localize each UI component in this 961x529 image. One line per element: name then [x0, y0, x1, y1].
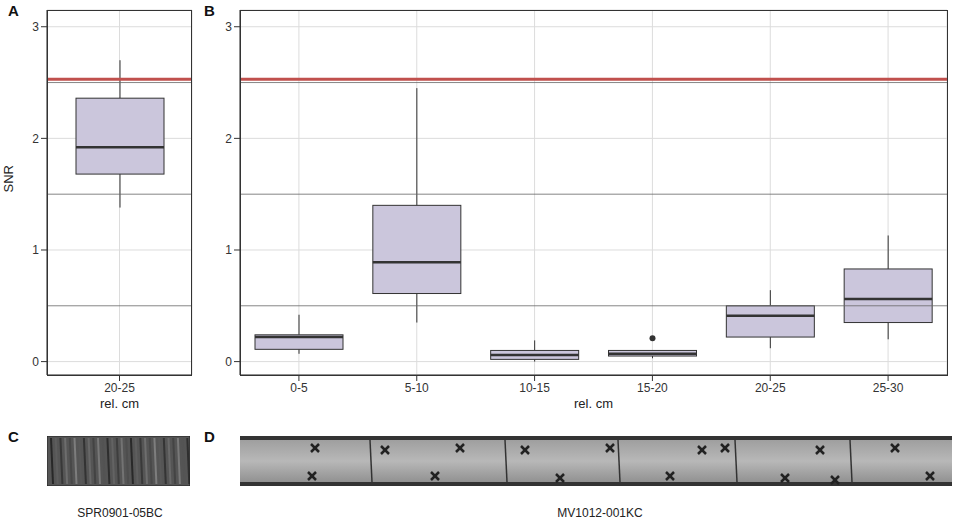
svg-text:1: 1 [225, 243, 232, 257]
svg-text:0-5: 0-5 [290, 381, 308, 395]
svg-text:rel. cm: rel. cm [100, 396, 139, 410]
svg-text:25-30: 25-30 [873, 381, 904, 395]
html-text:D: D [204, 428, 215, 445]
svg-text:3: 3 [32, 20, 39, 34]
svg-text:20-25: 20-25 [755, 381, 786, 395]
svg-text:1: 1 [32, 243, 39, 257]
svg-text:2: 2 [225, 132, 232, 146]
html-text:A: A [8, 2, 19, 19]
html-text:SPR0901-05BC: SPR0901-05BC [77, 506, 163, 520]
html-text:MV1012-001KC: MV1012-001KC [557, 506, 643, 520]
svg-text:3: 3 [225, 20, 232, 34]
svg-text:15-20: 15-20 [637, 381, 668, 395]
svg-text:SNR: SNR [1, 165, 16, 192]
svg-text:2: 2 [32, 132, 39, 146]
html-text:C: C [8, 428, 19, 445]
svg-text:20-25: 20-25 [104, 381, 135, 395]
html-text:B: B [204, 2, 215, 19]
svg-text:10-15: 10-15 [519, 381, 550, 395]
svg-text:5-10: 5-10 [405, 381, 429, 395]
svg-text:0: 0 [225, 355, 232, 369]
svg-text:0: 0 [32, 355, 39, 369]
svg-text:rel. cm: rel. cm [574, 396, 613, 410]
